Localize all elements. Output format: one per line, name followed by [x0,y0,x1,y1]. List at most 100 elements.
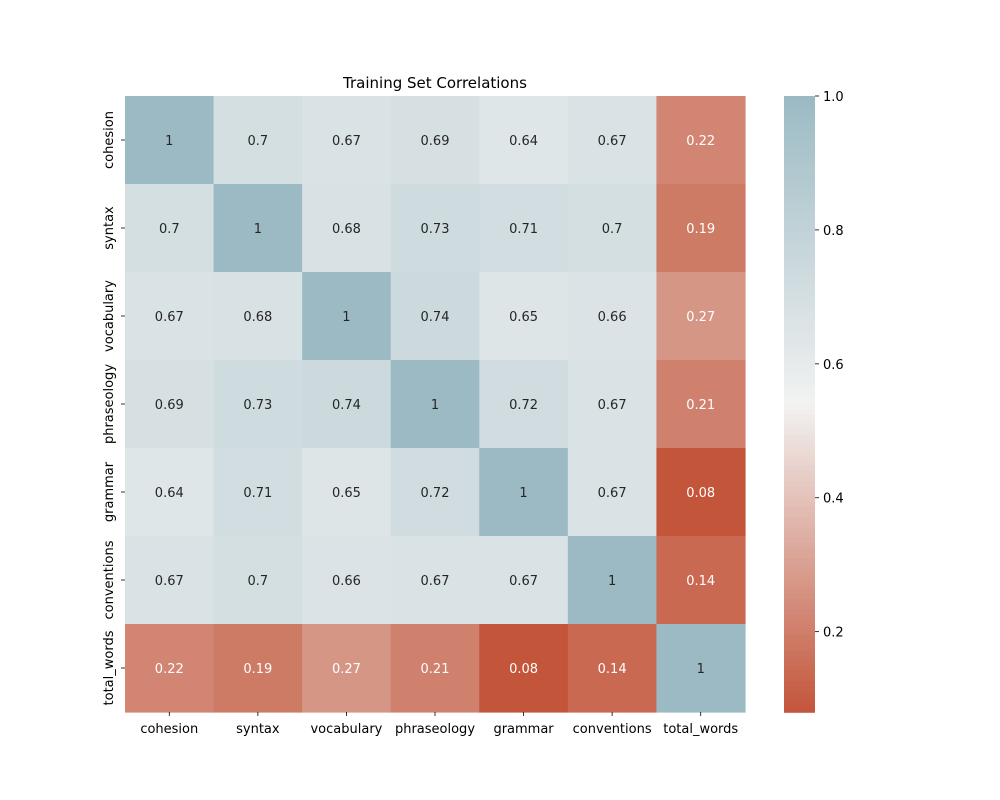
cell-value-label: 0.64 [509,134,538,149]
heatmap-cell [567,448,658,537]
heatmap-cell [390,360,480,449]
colorbar-segment [784,455,815,462]
heatmap-cell [125,272,215,361]
x-tick-label: cohesion [140,722,198,737]
colorbar-segment [784,511,815,518]
colorbar-segment [784,506,815,513]
colorbar-segment [784,434,815,441]
colorbar-segment [784,670,815,677]
colorbar-segment [784,311,815,318]
y-tick-label: cohesion [102,111,117,169]
colorbar-segment [784,157,815,164]
colorbar-segment [784,152,815,159]
heatmap-cell [656,624,746,713]
heatmap-cell [390,624,480,713]
y-tick-label: syntax [102,206,117,250]
cell-value-label: 0.72 [421,486,450,501]
colorbar-segment [784,460,815,467]
colorbar-segment [784,234,815,241]
colorbar-segment [784,414,815,421]
heatmap-cell [390,448,480,537]
colorbar-segment [784,265,815,272]
heatmap-cell [213,624,303,713]
heatmap-cell [125,360,215,449]
colorbar-segment [784,178,815,185]
colorbar-segment [784,614,815,621]
heatmap-cell [302,96,392,185]
x-tick-label: total_words [663,722,738,737]
colorbar-segment [784,450,815,457]
colorbar-segment [784,439,815,446]
heatmap-cell [302,624,392,713]
colorbar-segment [784,429,815,436]
colorbar-segment [784,362,815,369]
heatmap-cell [656,536,746,625]
heatmap-cell-labels: 1 0.7 0.67 0.69 0.64 0.67 0.220.7 1 0.68 0.73 0.71… [155,134,715,677]
colorbar-segment [784,424,815,431]
colorbar-segment [784,352,815,359]
x-tick-label: syntax [236,722,280,737]
heatmap-cell [567,96,658,185]
colorbar-segment [784,568,815,575]
x-tick-label: grammar [493,722,554,737]
colorbar-segment [784,285,815,292]
colorbar-segment [784,681,815,688]
heatmap-cell [656,184,746,273]
heatmap-cell [656,96,746,185]
cell-value-label: 0.66 [598,310,627,325]
colorbar-segment [784,162,815,169]
cell-value-label: 0.67 [509,574,538,589]
heatmap-cell [213,272,303,361]
colorbar-segment [784,193,815,200]
colorbar-segment [784,496,815,503]
cell-value-label: 0.67 [598,398,627,413]
colorbar-segment [784,291,815,297]
colorbar-segment [784,270,815,277]
colorbar-segment [784,327,815,333]
cell-value-label: 0.27 [686,310,715,325]
colorbar-segment [784,373,815,380]
colorbar-segment [784,501,815,508]
heatmap-cell [479,624,569,713]
heatmap-cells [125,96,746,713]
cell-value-label: 0.74 [421,310,450,325]
colorbar-segment [784,388,815,395]
colorbar-segment [784,101,815,108]
colorbar-segment [784,306,815,313]
colorbar-segment [784,347,815,354]
cell-value-label: 0.64 [155,486,184,501]
heatmap-cell [390,184,480,273]
colorbar-segment [784,470,815,477]
cell-value-label: 0.72 [509,398,538,413]
colorbar-segment [784,445,815,451]
heatmap-cell [567,624,658,713]
cell-value-label: 0.67 [155,310,184,325]
cell-value-label: 1 [342,310,350,325]
heatmap-cell [125,96,215,185]
heatmap-cell [479,96,569,185]
cell-value-label: 0.22 [686,134,715,149]
heatmap-cell [656,448,746,537]
cell-value-label: 0.22 [155,662,184,677]
colorbar-segment [784,691,815,698]
heatmap-cell [479,360,569,449]
colorbar-segment [784,532,815,539]
heatmap-cell [213,184,303,273]
colorbar-segment [784,706,815,713]
heatmap-cell [302,184,392,273]
heatmap-cell [479,536,569,625]
colorbar-segment [784,316,815,323]
colorbar-segment [784,542,815,549]
heatmap-cell [302,272,392,361]
colorbar-segment [784,645,815,652]
colorbar-segment [784,96,815,102]
cell-value-label: 0.69 [155,398,184,413]
colorbar-tick-label: 1.0 [823,90,844,105]
colorbar-segment [784,137,815,143]
colorbar-segment [784,593,815,600]
heatmap-cell [302,536,392,625]
cell-value-label: 0.68 [332,222,361,237]
colorbar-segment [784,203,815,210]
heatmap-cell [213,96,303,185]
